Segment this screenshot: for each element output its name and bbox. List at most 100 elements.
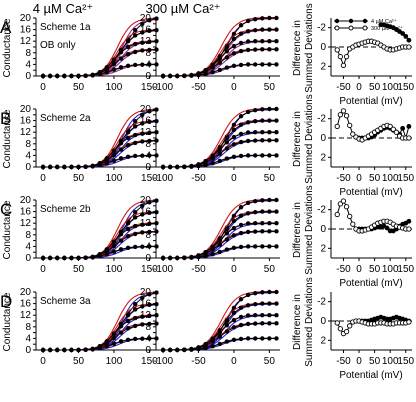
- data-point: [238, 153, 244, 159]
- data-point: [118, 141, 124, 146]
- data-point: [140, 139, 145, 144]
- data-point: [267, 301, 272, 306]
- x-axis-label: Potential (mV): [339, 187, 402, 198]
- x-tick-label: 150: [397, 173, 414, 184]
- data-point: [147, 47, 152, 53]
- data-point: [125, 326, 131, 331]
- data-point: [267, 209, 272, 214]
- data-point: [118, 238, 124, 243]
- data-point: [133, 140, 138, 146]
- data-point: [160, 255, 166, 261]
- data-point: [253, 221, 258, 226]
- data-point: [182, 164, 187, 170]
- data-point: [260, 313, 265, 318]
- data-point: [224, 156, 230, 161]
- data-point: [189, 164, 194, 169]
- data-point: [104, 252, 110, 257]
- y-tick-label: 8: [145, 322, 151, 333]
- data-point: [111, 341, 117, 346]
- data-point: [47, 164, 53, 170]
- panel-letter: A: [0, 18, 12, 37]
- data-point: [160, 73, 166, 79]
- data-point: [90, 347, 95, 352]
- data-point: [217, 330, 222, 335]
- y-tick-label: 20: [140, 13, 152, 24]
- data-point: [69, 255, 74, 261]
- x-tick-label: 150: [397, 82, 414, 93]
- data-point: [267, 221, 272, 226]
- scheme-label: Scheme 2a: [40, 113, 91, 124]
- diff-point-open: [337, 54, 343, 60]
- data-point: [55, 347, 60, 353]
- diff-point-open: [347, 323, 353, 329]
- data-point: [224, 140, 230, 145]
- y-tick-label: 4: [25, 150, 31, 161]
- y-tick-label: 20: [20, 104, 32, 115]
- data-point: [133, 323, 138, 329]
- data-point: [125, 221, 131, 226]
- data-point: [83, 347, 88, 352]
- legend-marker: [334, 25, 340, 31]
- diff-point-open: [337, 201, 343, 207]
- data-point: [133, 27, 138, 33]
- y-tick-label: 0: [25, 71, 31, 82]
- legend-marker: [348, 18, 354, 24]
- data-point: [118, 50, 124, 55]
- data-point: [245, 29, 251, 34]
- data-point: [260, 229, 265, 234]
- data-point: [111, 57, 117, 62]
- data-point: [238, 230, 244, 236]
- data-point: [40, 347, 46, 353]
- y-tick-label: 12: [20, 36, 32, 47]
- data-point: [245, 120, 251, 125]
- data-point: [140, 230, 145, 235]
- data-point: [125, 135, 131, 141]
- x-tick-label: 100: [382, 264, 399, 275]
- data-point: [140, 203, 145, 208]
- data-point: [104, 70, 110, 75]
- data-point: [40, 73, 46, 79]
- data-point: [133, 209, 138, 215]
- data-point: [111, 67, 117, 72]
- y-tick-label: 0: [320, 133, 326, 144]
- y-tick-label: 4: [25, 59, 31, 70]
- data-point: [253, 118, 258, 124]
- y-tick-label: 12: [140, 310, 152, 321]
- data-point: [260, 16, 265, 21]
- data-point: [238, 40, 244, 46]
- x-tick-label: 50: [73, 173, 85, 184]
- scheme-label: Scheme 1a: [40, 22, 91, 33]
- data-point: [76, 164, 81, 170]
- data-point: [253, 321, 258, 326]
- y-tick-label: 0: [320, 224, 326, 235]
- x-tick-label: 50: [369, 173, 381, 184]
- x-tick-label: 100: [106, 82, 123, 93]
- data-point: [267, 47, 272, 52]
- y-tick-label: 2: [320, 335, 326, 346]
- data-point: [140, 62, 145, 67]
- data-point: [238, 23, 244, 28]
- data-point: [147, 229, 152, 235]
- data-point: [245, 130, 251, 135]
- diff-point-open: [340, 62, 347, 69]
- data-point: [253, 198, 258, 204]
- data-point: [83, 255, 88, 260]
- data-point: [245, 336, 251, 341]
- data-point: [267, 138, 272, 143]
- x-tick-label: 150: [397, 264, 414, 275]
- x-tick-label: 50: [369, 82, 381, 93]
- data-point: [147, 210, 152, 215]
- data-point: [260, 244, 265, 249]
- data-point: [224, 146, 230, 151]
- data-point: [118, 147, 124, 152]
- data-point: [189, 73, 194, 78]
- fit-curve: [163, 18, 277, 77]
- data-point: [210, 344, 215, 349]
- x-tick-label: 0: [40, 173, 46, 184]
- data-point: [133, 244, 138, 250]
- y-tick-label: 0: [145, 345, 151, 356]
- x-tick-label: 0: [356, 82, 362, 93]
- data-point: [133, 215, 138, 220]
- x-axis-label: Potential (mV): [339, 96, 402, 107]
- data-point: [217, 238, 222, 243]
